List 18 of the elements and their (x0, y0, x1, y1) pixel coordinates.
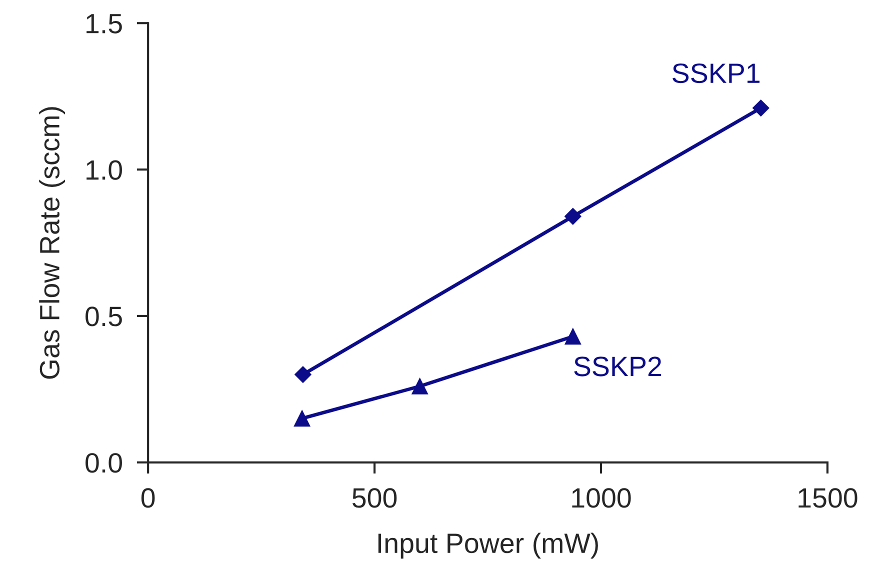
point (294, 410, 310, 427)
point (294, 366, 312, 383)
series-label: SSKP1 (672, 63, 760, 84)
y-tick-label: 1.5 (86, 14, 122, 34)
y-axis-title: Gas Flow Rate (sccm) (39, 107, 65, 379)
point (564, 328, 582, 345)
point (752, 100, 770, 116)
x-tick-label: 500 (352, 488, 397, 508)
x-tick-label: 0 (141, 488, 155, 508)
series-label: SSKP2 (574, 356, 662, 376)
x-tick-label: 1500 (798, 488, 858, 508)
point (564, 208, 582, 225)
y-tick-label: 0.5 (86, 306, 122, 326)
point (412, 378, 428, 394)
y-tick-label: 1.0 (86, 160, 122, 180)
x-axis-title: Input Power (mW) (378, 532, 598, 559)
x-tick-label: 1000 (572, 488, 631, 508)
y-tick-label: 0.0 (86, 453, 122, 473)
